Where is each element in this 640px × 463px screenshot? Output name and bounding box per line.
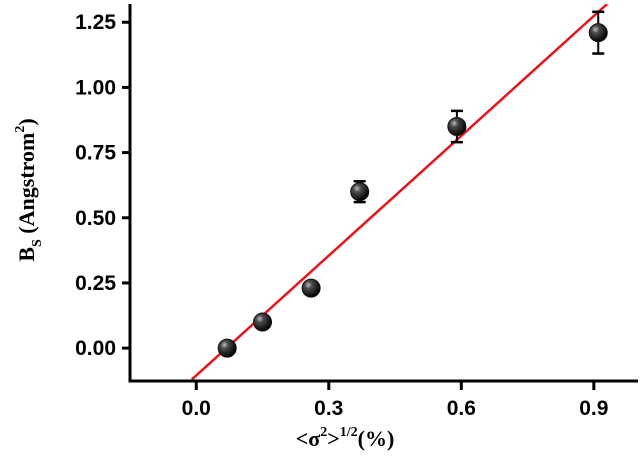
- y-tick-label: 1.25: [75, 11, 116, 34]
- data-point: [253, 312, 273, 332]
- x-tick-label: 0.6: [447, 397, 476, 420]
- y-tick-label: 0.50: [75, 207, 116, 230]
- x-tick-label: 0.0: [182, 397, 211, 420]
- data-point: [217, 338, 237, 358]
- x-axis-title: <σ2>1/2(%): [296, 425, 395, 451]
- y-axis-title: BS (Angstrom2): [13, 118, 45, 261]
- y-tick-label: 0.75: [75, 142, 116, 165]
- data-point: [447, 117, 467, 137]
- y-tick-label: 0.25: [75, 272, 116, 295]
- y-tick-label: 0.00: [75, 337, 116, 360]
- y-tick-label: 1.00: [75, 76, 116, 99]
- x-tick-label: 0.9: [579, 397, 608, 420]
- data-points: [217, 10, 608, 358]
- x-tick-label: 0.3: [314, 397, 343, 420]
- data-point: [350, 182, 370, 202]
- axis-ticks: 0.00 0.25 0.50 0.75 1.00 1.25 0.0 0.3 0.6 0.9: [75, 11, 608, 420]
- data-point: [301, 278, 321, 298]
- data-point: [588, 23, 608, 43]
